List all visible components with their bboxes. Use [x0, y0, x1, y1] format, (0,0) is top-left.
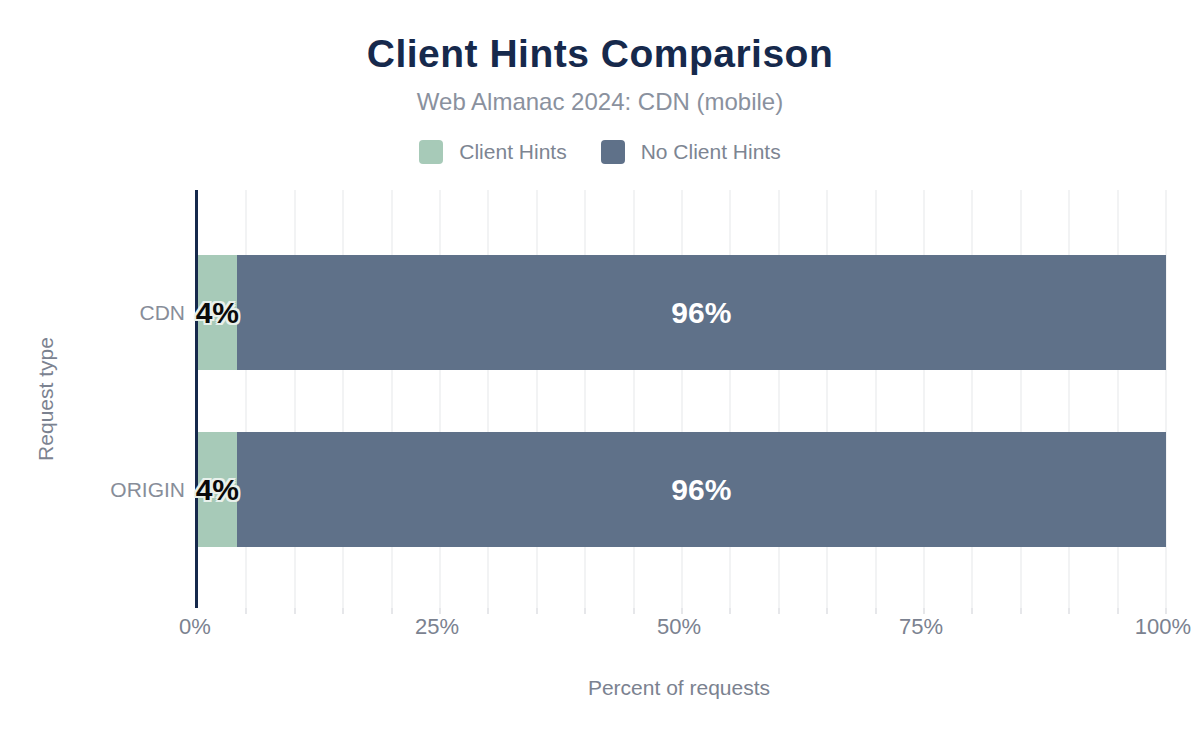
bar-value-label: 96%	[671, 475, 731, 505]
legend: Client Hints No Client Hints	[0, 140, 1200, 164]
legend-label: No Client Hints	[641, 140, 781, 164]
bar-segment-client-hints: 4%	[198, 432, 237, 547]
bar-segment-no-client-hints: 96%	[237, 255, 1166, 370]
chart-container: Client Hints Comparison Web Almanac 2024…	[0, 0, 1200, 742]
legend-item-client-hints: Client Hints	[419, 140, 566, 164]
x-tick-label: 100%	[1135, 614, 1191, 640]
x-tick-label: 0%	[179, 614, 211, 640]
legend-swatch-icon	[419, 140, 443, 164]
bar-segment-no-client-hints: 96%	[237, 432, 1166, 547]
bar-row-origin: 4% 96%	[198, 432, 1166, 547]
bar-value-label: 96%	[671, 298, 731, 328]
legend-swatch-icon	[601, 140, 625, 164]
legend-item-no-client-hints: No Client Hints	[601, 140, 781, 164]
bar-value-label: 4%	[196, 475, 239, 505]
x-tick-label: 50%	[657, 614, 701, 640]
chart-subtitle: Web Almanac 2024: CDN (mobile)	[0, 88, 1200, 116]
y-axis-title-text: Request type	[34, 337, 58, 461]
category-label-origin: ORIGIN	[55, 478, 185, 502]
chart-title: Client Hints Comparison	[0, 32, 1200, 76]
y-axis-title: Request type	[32, 190, 60, 608]
category-label-cdn: CDN	[55, 301, 185, 325]
x-axis-title: Percent of requests	[195, 676, 1163, 700]
legend-label: Client Hints	[459, 140, 566, 164]
x-tick-label: 25%	[415, 614, 459, 640]
x-axis-ticks: 0%25%50%75%100%	[195, 614, 1163, 644]
x-tick-label: 75%	[899, 614, 943, 640]
bar-value-label: 4%	[196, 298, 239, 328]
plot-area: 4% 96% 4% 96%	[195, 190, 1166, 608]
bar-row-cdn: 4% 96%	[198, 255, 1166, 370]
bar-segment-client-hints: 4%	[198, 255, 237, 370]
